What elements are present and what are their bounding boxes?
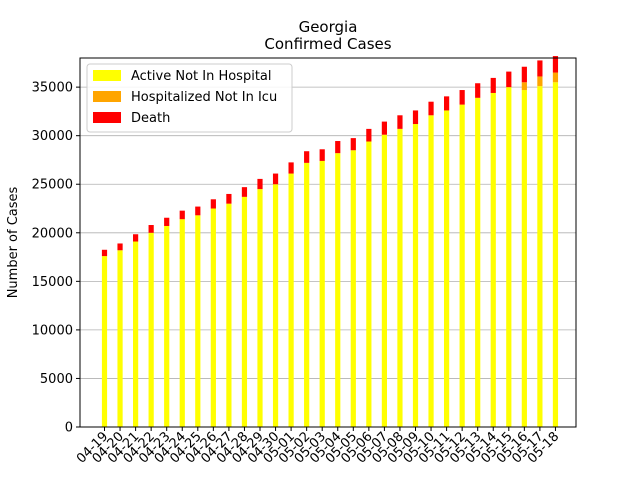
bar-segment-death xyxy=(381,121,387,135)
bar-segment-active-not-in-hospital xyxy=(164,225,170,427)
legend-swatch-active-not-in-hospital xyxy=(93,70,121,81)
bar-segment-death xyxy=(521,66,527,83)
bar-segment-death xyxy=(428,101,434,116)
bar-segment-active-not-in-hospital xyxy=(241,196,248,427)
bar-segment-death xyxy=(366,128,372,142)
bar-segment-active-not-in-hospital xyxy=(459,104,465,428)
bar-segment-death xyxy=(304,151,310,163)
bar-segment-death xyxy=(490,77,496,93)
y-tick-label: 20000 xyxy=(32,226,73,241)
bar-segment-death xyxy=(552,56,559,73)
y-tick-label: 15000 xyxy=(32,275,73,290)
bar-segment-death xyxy=(179,210,185,220)
y-tick-label: 5000 xyxy=(40,372,73,387)
bar-segment-active-not-in-hospital xyxy=(397,128,403,427)
bar-segment-active-not-in-hospital xyxy=(179,219,185,427)
bar-segment-death xyxy=(164,217,170,226)
bar-segment-death xyxy=(288,162,294,174)
legend-frame xyxy=(86,63,293,133)
bar-segment-death xyxy=(319,149,325,161)
bar-segment-active-not-in-hospital xyxy=(304,162,310,427)
bar-segment-active-not-in-hospital xyxy=(288,173,294,427)
bar-segment-active-not-in-hospital xyxy=(272,184,279,427)
y-tick-label: 35000 xyxy=(32,81,73,96)
bar-segment-active-not-in-hospital xyxy=(335,153,341,427)
bar-segment-hospitalized-not-in-icu xyxy=(552,72,559,83)
bar-segment-death xyxy=(397,115,403,129)
bar-segment-death xyxy=(148,225,154,233)
legend-label-death: Death xyxy=(131,111,170,126)
y-tick-label: 25000 xyxy=(32,178,73,193)
bar-segment-active-not-in-hospital xyxy=(521,90,527,427)
bar-segment-active-not-in-hospital xyxy=(117,250,123,427)
legend-label-hospitalized-not-in-icu: Hospitalized Not In Icu xyxy=(131,90,277,105)
bar-segment-death xyxy=(101,249,108,257)
bar-segment-death xyxy=(272,173,279,185)
bar-segment-active-not-in-hospital xyxy=(319,160,325,427)
bar-segment-death xyxy=(537,60,543,77)
bar-segment-active-not-in-hospital xyxy=(210,208,216,427)
y-tick-label: 30000 xyxy=(32,129,73,144)
bar-segment-death xyxy=(459,90,465,105)
bar-segment-hospitalized-not-in-icu xyxy=(521,82,527,91)
bar-segment-death xyxy=(506,71,512,88)
bar-segment-active-not-in-hospital xyxy=(257,189,263,427)
bar-segment-death xyxy=(257,178,263,190)
bar-segment-death xyxy=(241,187,248,197)
bar-segment-active-not-in-hospital xyxy=(537,86,543,427)
bar-segment-death xyxy=(195,206,201,216)
bar-segment-active-not-in-hospital xyxy=(412,124,419,427)
chart-title: Georgia xyxy=(299,18,358,36)
bar-segment-active-not-in-hospital xyxy=(475,97,481,427)
bar-segment-death xyxy=(475,83,481,98)
y-axis: 0 5000 10000 15000 20000 25000 30000 35000 xyxy=(32,81,80,436)
bar-segment-active-not-in-hospital xyxy=(148,232,154,427)
bar-segment-active-not-in-hospital xyxy=(444,110,450,427)
bar-segment-active-not-in-hospital xyxy=(101,256,108,427)
bar-segment-death xyxy=(350,138,356,151)
bar-segment-active-not-in-hospital xyxy=(506,87,512,427)
bar-segment-active-not-in-hospital xyxy=(366,141,372,427)
bar-segment-hospitalized-not-in-icu xyxy=(537,76,543,87)
legend: Active Not In Hospital Hospitalized Not … xyxy=(86,63,293,133)
bar-segment-death xyxy=(210,199,216,209)
plot-frame xyxy=(79,57,577,428)
legend-label-active-not-in-hospital: Active Not In Hospital xyxy=(131,69,272,84)
bar-segment-active-not-in-hospital xyxy=(133,241,139,427)
y-tick-label: 0 xyxy=(65,421,73,436)
bar-segment-death xyxy=(444,96,450,111)
bar-segment-death xyxy=(117,243,123,251)
bar-segment-death xyxy=(335,141,341,154)
y-tick-label: 10000 xyxy=(32,323,73,338)
bar-segment-active-not-in-hospital xyxy=(350,150,356,427)
x-axis: 04-1904-2004-2104-2204-2304-2404-2504-26… xyxy=(74,427,562,467)
chart-subtitle: Confirmed Cases xyxy=(264,35,391,53)
bar-segment-death xyxy=(412,110,419,125)
bar-segment-active-not-in-hospital xyxy=(490,92,496,428)
bar-segment-active-not-in-hospital xyxy=(195,215,201,427)
bar-segment-active-not-in-hospital xyxy=(381,134,387,427)
bar-segment-active-not-in-hospital xyxy=(552,82,559,427)
bar-segment-death xyxy=(226,193,232,204)
legend-swatch-hospitalized-not-in-icu xyxy=(93,91,121,102)
y-axis-label: Number of Cases xyxy=(6,186,21,298)
bar-segment-active-not-in-hospital xyxy=(226,203,232,427)
bar-segment-active-not-in-hospital xyxy=(428,115,434,427)
bar-segment-death xyxy=(133,234,139,242)
bars-group xyxy=(101,56,559,428)
legend-swatch-death xyxy=(93,112,121,123)
